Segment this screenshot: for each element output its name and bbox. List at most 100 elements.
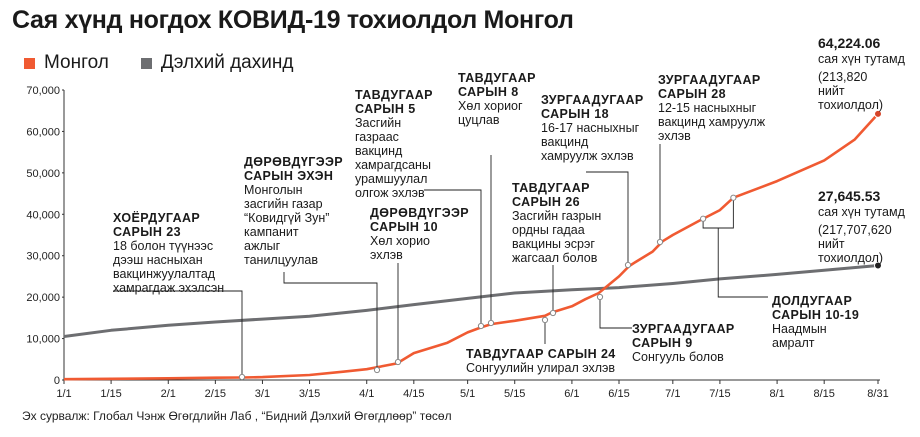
annotation-11-body-0: Наадмын: [772, 322, 827, 336]
x-tick-label-8-15: 8/15: [813, 388, 834, 400]
x-tick-label-6-1: 6/1: [564, 388, 579, 400]
annotation-10-head-1: САРЫН 9: [632, 336, 693, 350]
annotation-5-marker: [487, 319, 495, 327]
annotation-11-leader: [717, 228, 768, 298]
annotation-2-body-2: “Ковидгүй Зун”: [244, 211, 329, 225]
annotation-11-body-1: амралт: [772, 336, 815, 350]
x-tick-label-2-1: 2/1: [161, 388, 176, 400]
annotation-1-head-0: ХОЁРДУГААР: [113, 210, 200, 225]
annotation-8-marker: [656, 238, 664, 246]
annotation-3-leader: [424, 189, 482, 326]
annotation-2-body-4: ажлыг: [244, 239, 281, 253]
end-note-mongolia-1: (213,820: [818, 70, 867, 84]
end-note-mongolia-2: нийт: [818, 84, 845, 98]
y-tick-label-40-000: 40,000: [26, 209, 60, 221]
y-tick-label-20-000: 20,000: [26, 292, 60, 304]
annotation-3-head-1: САРЫН 5: [355, 102, 416, 116]
annotation-2-head-0: ДӨРӨВДҮГЭЭР: [244, 155, 343, 169]
annotation-9-body-0: Сонгуулийн улирал эхлэв: [466, 361, 615, 375]
annotation-7-marker: [549, 309, 557, 317]
annotation-3-body-5: олгож эхлэв: [355, 186, 425, 200]
annotation-8-body-2: эхлэв: [658, 129, 691, 143]
annotation-2-body-0: Монголын: [244, 183, 303, 197]
end-note-world-0: сая хүн тутамд: [818, 205, 906, 219]
annotation-11-head-0: ДОЛДУГААР: [772, 294, 852, 308]
x-tick-label-2-15: 2/15: [205, 388, 226, 400]
annotation-3-marker: [477, 322, 485, 330]
annotation-5-head-1: САРЫН 8: [458, 85, 519, 99]
annotation-7-body-3: жагсаал болов: [512, 251, 598, 265]
x-tick-label-8-1: 8/1: [769, 388, 784, 400]
annotation-7-body-0: Засгийн газрын: [512, 209, 601, 223]
annotation-5-body-0: Хөл хориог: [458, 99, 523, 113]
annotation-7-body-2: вакцины эсрэг: [512, 237, 595, 251]
annotation-6-marker: [624, 261, 632, 269]
y-tick-label-10-000: 10,000: [26, 334, 60, 346]
annotation-3-head-0: ТАВДУГААР: [355, 88, 433, 102]
x-tick-label-5-15: 5/15: [504, 388, 525, 400]
x-tick-label-6-15: 6/15: [608, 388, 629, 400]
end-note-mongolia-3: тохиолдол): [818, 98, 883, 112]
annotation-4-head-0: ДӨРӨВДҮГЭЭР: [370, 206, 469, 220]
annotation-4-body-0: Хөл хорио: [370, 234, 430, 248]
legend: Монгол Дэлхий дахинд: [24, 52, 325, 74]
annotation-2-body-1: засгийн газар: [244, 197, 323, 211]
x-tick-label-1-1: 1/1: [56, 388, 71, 400]
x-tick-label-7-1: 7/1: [665, 388, 680, 400]
annotation-5-body-1: цуцлав: [458, 113, 500, 127]
annotation-8-body-1: вакцинд хамруулж: [658, 115, 766, 129]
x-tick-label-3-15: 3/15: [299, 388, 320, 400]
annotation-2-leader: [283, 272, 378, 370]
end-note-world-3: тохиолдол): [818, 251, 883, 265]
legend-swatch-mongolia: [24, 57, 35, 69]
annotation-6-body-1: вакцинд: [541, 135, 589, 149]
annotation-6-head-1: САРЫН 18: [541, 107, 609, 121]
legend-item-mongolia: Монгол: [24, 52, 109, 74]
legend-label-world: Дэлхий дахинд: [160, 52, 294, 73]
annotation-8-head-0: ЗУРГААДУГААР: [658, 73, 761, 87]
end-note-world-1: (217,707,620: [818, 223, 892, 237]
annotation-2-body-5: танилцуулав: [244, 253, 318, 267]
x-tick-label-5-1: 5/1: [460, 388, 475, 400]
annotation-3-body-1: газраас: [355, 130, 399, 144]
y-tick-label-30-000: 30,000: [26, 251, 60, 263]
annotation-3-body-0: Засгийн: [355, 116, 401, 130]
annotation-1-body-0: 18 болон түүнээс: [113, 239, 213, 253]
annotation-5-head-0: ТАВДУГААР: [458, 71, 536, 85]
series-line-world: [63, 264, 879, 338]
annotation-9-marker: [541, 316, 549, 324]
series-line-mongolia: [63, 113, 879, 381]
x-tick-label-7-15: 7/15: [709, 388, 730, 400]
annotation-1-leader: [113, 290, 243, 377]
x-tick-label-1-15: 1/15: [100, 388, 121, 400]
y-tick-label-0: 0: [54, 375, 60, 387]
annotation-3-body-3: хамрагдсаны: [355, 158, 431, 172]
annotation-11-marker-start: [699, 215, 707, 222]
legend-label-mongolia: Монгол: [44, 52, 109, 73]
end-point-world: [874, 261, 882, 270]
annotation-3-body-4: урамшуулал: [355, 172, 427, 186]
chart-title: Сая хүнд ногдох КОВИД-19 тохиолдол Монго…: [12, 6, 574, 34]
annotation-2-marker: [373, 366, 381, 374]
x-tick-label-4-1: 4/1: [359, 388, 374, 400]
x-tick-label-4-15: 4/15: [403, 388, 424, 400]
annotation-6-body-0: 16-17 насныхныг: [541, 121, 640, 135]
legend-swatch-world: [140, 57, 152, 69]
annotation-9-head-0: ТАВДУГААР САРЫН 24: [466, 347, 616, 361]
annotation-8-head-1: САРЫН 28: [658, 87, 726, 101]
annotation-6-leader: [586, 171, 629, 265]
x-tick-label-8-31: 8/31: [867, 388, 888, 400]
annotation-1-body-2: вакцинжуулалтад: [113, 267, 216, 281]
annotation-10-leader: [599, 297, 632, 329]
annotation-10-head-0: ЗУРГААДУГААР: [632, 322, 735, 336]
annotation-11-head-1: САРЫН 10-19: [772, 308, 859, 322]
annotation-6-body-2: хамруулж эхлэв: [541, 149, 634, 163]
annotation-2-body-3: кампанит: [244, 225, 299, 239]
annotation-3-body-2: вакцинд: [355, 144, 403, 158]
end-point-mongolia: [874, 109, 882, 118]
annotation-7-body-1: ордны гадаа: [512, 223, 585, 237]
annotation-4-marker: [394, 358, 402, 366]
end-note-world-2: нийт: [818, 237, 845, 251]
source-note: Эх сурвалж: Глобал Чэнж Өгөгдлийн Лаб , …: [22, 409, 452, 423]
x-tick-label-3-1: 3/1: [255, 388, 270, 400]
